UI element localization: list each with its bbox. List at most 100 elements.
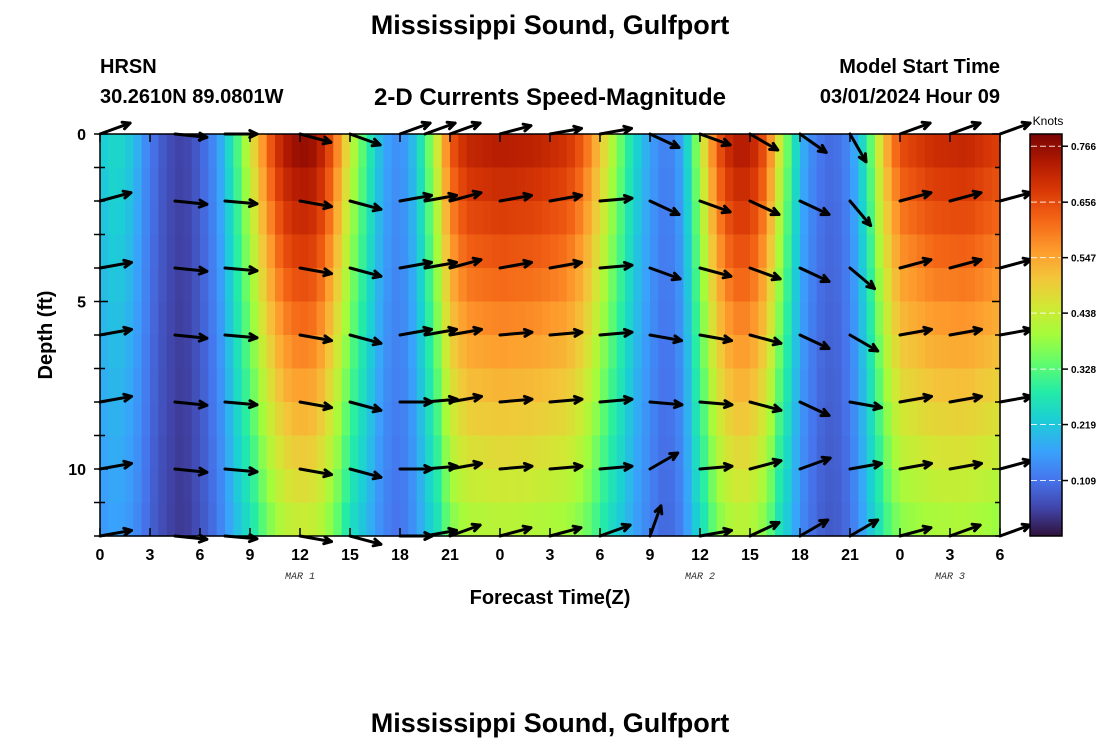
- arrow-shaft: [848, 132, 868, 164]
- heatmap-cell: [250, 167, 259, 202]
- heatmap-cell: [858, 301, 868, 336]
- heatmap-cell: [741, 201, 751, 236]
- heatmap-cell: [775, 435, 784, 470]
- heatmap-cell: [225, 268, 234, 303]
- arrow-shaft: [498, 397, 534, 404]
- heatmap-cell: [208, 402, 218, 437]
- heatmap-cell: [333, 268, 343, 303]
- heatmap-cell: [716, 301, 726, 336]
- arrow-shaft: [948, 523, 982, 538]
- heatmap-cell: [691, 402, 701, 437]
- heatmap-cell: [666, 469, 676, 504]
- current-vector-arrow: [748, 400, 783, 414]
- x-tick-label: 6: [196, 547, 205, 564]
- arrow-head: [197, 466, 209, 477]
- heatmap-cell: [941, 502, 951, 537]
- heatmap-cell: [725, 402, 734, 437]
- arrow-shaft: [173, 199, 209, 206]
- heatmap-cell: [825, 134, 834, 169]
- current-vector-arrow: [798, 455, 832, 471]
- heatmap-cell: [216, 301, 226, 336]
- heatmap-cell: [366, 134, 376, 169]
- current-vector-arrow: [423, 325, 458, 337]
- arrow-shaft: [798, 199, 831, 216]
- heatmap-cell: [733, 234, 743, 269]
- heatmap-cell: [958, 201, 968, 236]
- heatmap-cell: [750, 268, 759, 303]
- arrow-shaft: [423, 327, 458, 337]
- heatmap-cell: [733, 134, 743, 169]
- heatmap-cell: [516, 301, 526, 336]
- heatmap-cell: [683, 502, 693, 537]
- x-tick-label: 12: [291, 547, 309, 564]
- heatmap-cell: [150, 402, 159, 437]
- heatmap-cell: [416, 201, 426, 236]
- arrow-shaft: [948, 327, 983, 337]
- heatmap-cell: [533, 167, 543, 202]
- heatmap-cell: [891, 435, 901, 470]
- heatmap-cell: [825, 502, 834, 537]
- heatmap-cell: [566, 435, 576, 470]
- current-vector-arrow: [998, 189, 1033, 203]
- heatmap-cell: [616, 301, 626, 336]
- arrow-head: [522, 191, 533, 202]
- heatmap-cell: [441, 402, 451, 437]
- heatmap-cell: [908, 234, 918, 269]
- arrow-head: [470, 120, 482, 131]
- arrow-shaft: [298, 199, 333, 209]
- heatmap-cell: [766, 402, 776, 437]
- heatmap-cell: [741, 268, 751, 303]
- heatmap-cell: [216, 469, 226, 504]
- heatmap-cell: [791, 301, 801, 336]
- heatmap-cell: [541, 469, 551, 504]
- heatmap-cell: [208, 368, 218, 403]
- heatmap-cell: [500, 167, 509, 202]
- heatmap-cell: [383, 402, 393, 437]
- heatmap-cell: [616, 201, 626, 236]
- heatmap-cell: [408, 469, 418, 504]
- heatmap-cell: [508, 134, 518, 169]
- arrow-head: [522, 394, 534, 405]
- heatmap-cell: [700, 201, 709, 236]
- heatmap-cell: [466, 469, 476, 504]
- arrow-head: [370, 137, 382, 148]
- heatmap-cell: [208, 268, 218, 303]
- arrow-head: [197, 198, 209, 209]
- heatmap-cell: [775, 301, 784, 336]
- heatmap-cell: [525, 402, 534, 437]
- heatmap-cell: [625, 167, 634, 202]
- heatmap-cell: [308, 234, 318, 269]
- arrow-shaft: [648, 504, 663, 538]
- arrow-shaft: [223, 467, 259, 474]
- heatmap-cell: [333, 301, 343, 336]
- heatmap-cell: [858, 368, 868, 403]
- heatmap-cell: [700, 335, 709, 370]
- heatmap-cell: [741, 402, 751, 437]
- heatmap-cell: [908, 134, 918, 169]
- heatmap-cell: [775, 402, 784, 437]
- heatmap-cell: [950, 402, 959, 437]
- heatmap-cell: [875, 301, 884, 336]
- heatmap-cell: [933, 435, 943, 470]
- heatmap-cell: [750, 335, 759, 370]
- arrow-head: [521, 524, 533, 535]
- heatmap-cell: [683, 469, 693, 504]
- heatmap-cell: [658, 435, 668, 470]
- current-vector-arrow: [998, 522, 1032, 538]
- arrow-head: [471, 189, 483, 200]
- arrow-shaft: [998, 121, 1032, 136]
- heatmap-cell: [883, 469, 893, 504]
- heatmap-cell: [441, 301, 451, 336]
- heatmap-cell: [866, 335, 876, 370]
- heatmap-cell: [416, 435, 426, 470]
- heatmap-cell: [633, 134, 643, 169]
- arrow-shaft: [598, 196, 634, 203]
- arrow-shaft: [648, 400, 684, 407]
- heatmap-cell: [416, 469, 426, 504]
- heatmap-cell: [958, 134, 968, 169]
- heatmap-cell: [983, 435, 993, 470]
- heatmap-cell: [783, 435, 793, 470]
- arrow-shaft: [173, 400, 209, 407]
- heatmap-cell: [983, 402, 993, 437]
